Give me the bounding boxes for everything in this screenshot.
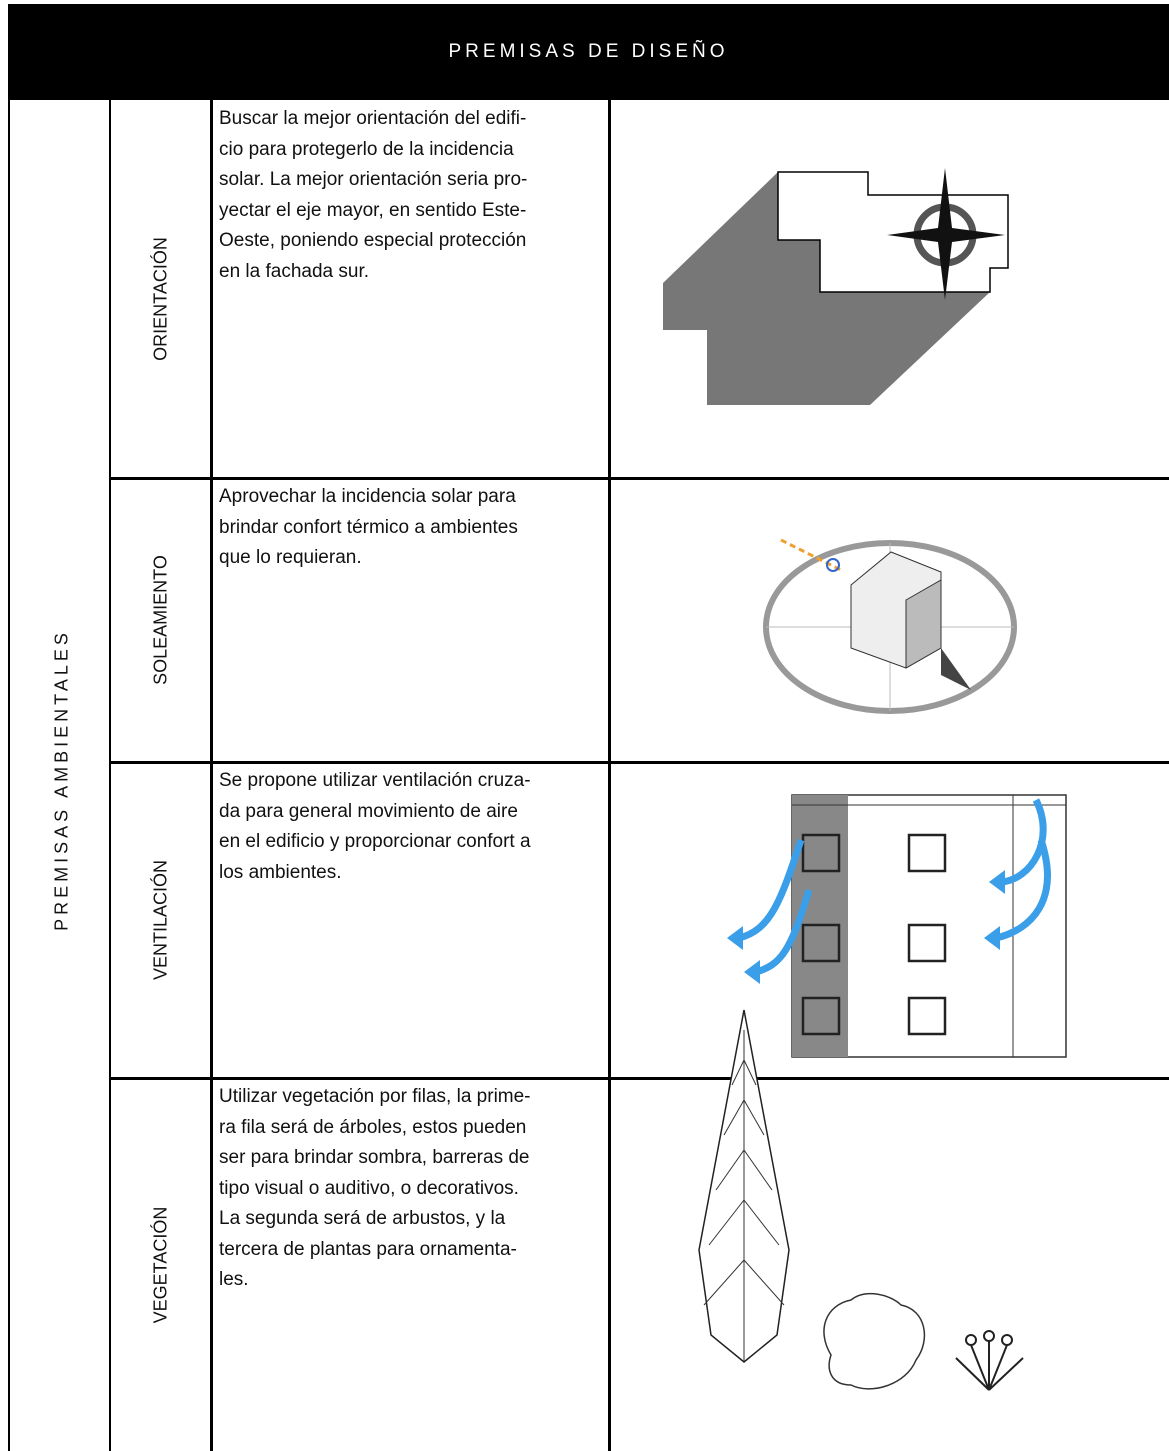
- row-text: cio para protegerlo de la incidencia: [219, 138, 514, 160]
- row-label: SOLEAMIENTO: [150, 555, 171, 685]
- row-text: Oeste, poniendo especial protección: [219, 230, 527, 251]
- border: [608, 100, 611, 1451]
- row-text: La segunda será de arbustos, y la: [219, 1208, 506, 1229]
- row-text: yectar el eje mayor, en sentido Este-: [219, 199, 527, 221]
- row-text: los ambientes.: [219, 861, 342, 883]
- row-text: da para general movimiento de aire: [219, 800, 518, 822]
- row-text: Aprovechar la incidencia solar para: [219, 486, 516, 507]
- row-text: solar. La mejor orientación seria pro-: [219, 169, 528, 190]
- row-label: VEGETACIÓN: [150, 1206, 171, 1323]
- row-text: Buscar la mejor orientación del edifi-: [219, 108, 527, 129]
- row-text: brindar confort térmico a ambientes: [219, 516, 518, 538]
- row-text: que lo requieran.: [219, 547, 362, 568]
- illustrations: [663, 168, 1067, 1391]
- row-border: [109, 1077, 1169, 1080]
- row-text: Utilizar vegetación por filas, la prime-: [219, 1086, 531, 1107]
- row-text: en la fachada sur.: [219, 260, 369, 282]
- row-text: tercera de plantas para ornamenta-: [219, 1238, 517, 1260]
- row-text: tipo visual o auditivo, o decorativos.: [219, 1177, 519, 1199]
- header-title: PREMISAS DE DISEÑO: [8, 4, 1169, 100]
- border: [210, 100, 213, 1451]
- row-border: [109, 477, 1169, 480]
- row-text: les.: [219, 1269, 249, 1290]
- row-border: [109, 761, 1169, 764]
- row-label: VENTILACIÓN: [150, 859, 171, 981]
- row-label: ORIENTACIÓN: [150, 237, 171, 361]
- row-text: ra fila será de árboles, estos pueden: [219, 1116, 527, 1138]
- row-text: Se propone utilizar ventilación cruza-: [219, 770, 531, 791]
- section-label: PREMISAS AMBIENTALES: [51, 629, 72, 931]
- border: [8, 100, 10, 1451]
- row-text: en el edificio y proporcionar confort a: [219, 831, 531, 852]
- border: [109, 100, 111, 1451]
- row-text: ser para brindar sombra, barreras de: [219, 1147, 530, 1168]
